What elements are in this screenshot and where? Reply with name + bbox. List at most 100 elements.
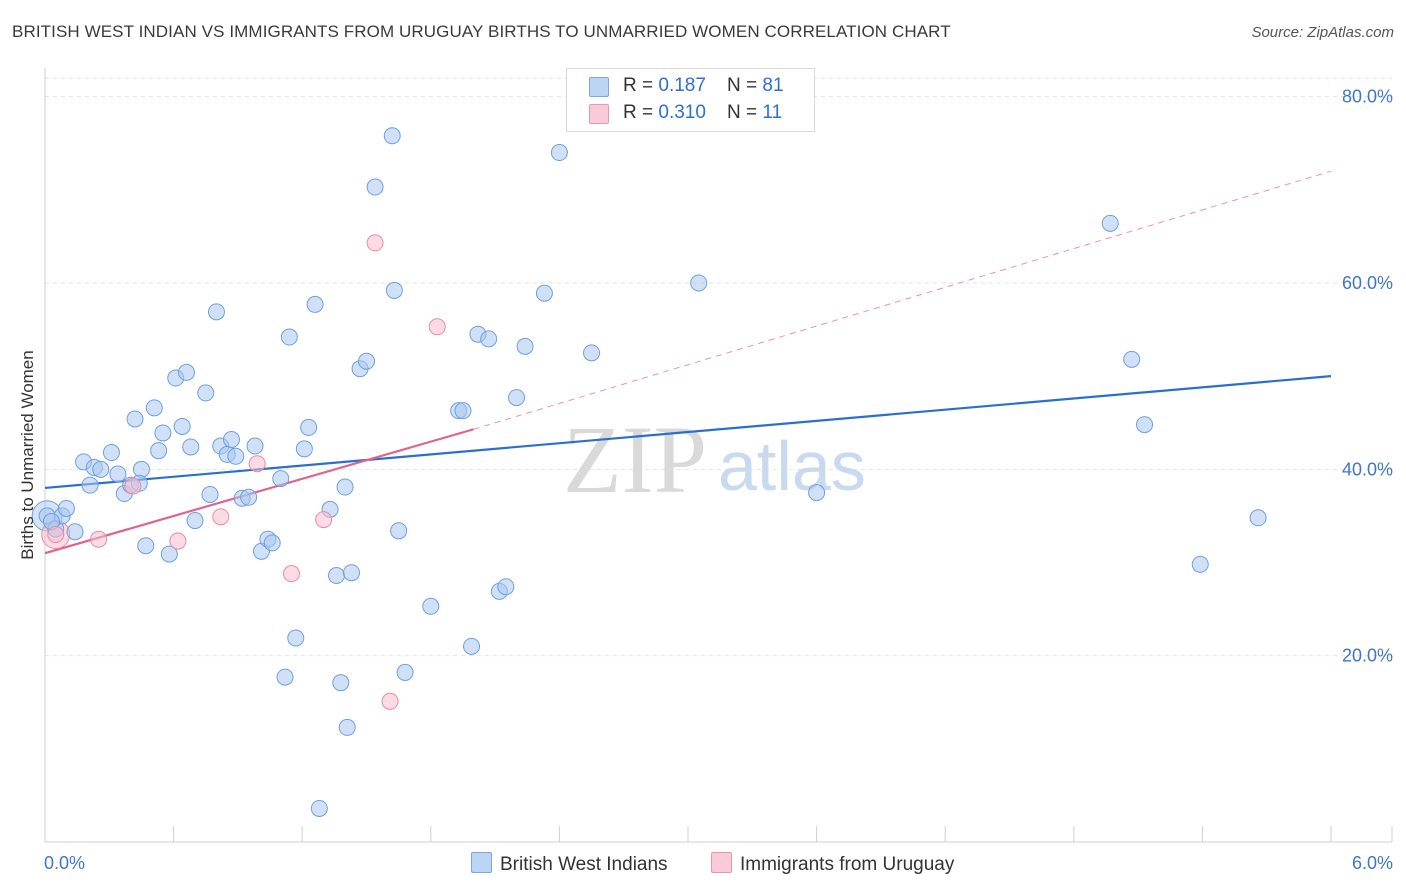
legend-r-value: 0.187	[658, 75, 706, 96]
british-west-indians-point	[126, 410, 144, 428]
british-west-indians-point	[300, 418, 318, 436]
british-west-indians-point	[240, 488, 258, 506]
watermark-atlas: atlas	[718, 427, 866, 505]
british-west-indians-point	[1191, 555, 1209, 573]
british-west-indians-point	[287, 629, 305, 647]
british-west-indians-point	[207, 303, 225, 321]
uruguay-immigrants-trendline-extension	[473, 170, 1332, 430]
british-west-indians-point	[422, 597, 440, 615]
british-west-indians-point	[57, 499, 75, 517]
british-west-indians-point	[535, 284, 553, 302]
y-tick-label: 20.0%	[1342, 646, 1393, 666]
legend-swatch-pink	[589, 104, 609, 124]
uruguay-immigrants-point	[248, 455, 266, 473]
british-west-indians-point	[454, 402, 472, 420]
point-layer	[31, 127, 1267, 817]
british-west-indians-point	[390, 522, 408, 540]
british-west-indians-point	[690, 274, 708, 292]
legend-r-value: 0.310	[658, 102, 706, 123]
y-axis-label: Births to Unmarried Women	[18, 350, 37, 559]
stats-legend: R = 0.187 N = 81 R = 0.310 N = 11	[566, 68, 815, 132]
british-west-indians-point	[276, 668, 294, 686]
uruguay-immigrants-point	[428, 318, 446, 336]
watermark: ZIP atlas	[563, 406, 866, 513]
uruguay-immigrants-point	[315, 511, 333, 529]
british-west-indians-point	[1136, 416, 1154, 434]
legend-swatch-blue	[589, 77, 609, 97]
british-west-indians-point	[336, 478, 354, 496]
british-west-indians-point	[132, 460, 150, 478]
uruguay-immigrants-point	[47, 526, 65, 544]
british-west-indians-point	[463, 637, 481, 655]
source-credit: Source: ZipAtlas.com	[1251, 24, 1394, 41]
uruguay-immigrants-point	[212, 508, 230, 526]
uruguay-immigrants-point	[282, 565, 300, 583]
british-west-indians-point	[227, 447, 245, 465]
british-west-indians-point	[342, 564, 360, 582]
british-west-indians-point	[480, 330, 498, 348]
y-tick-label: 40.0%	[1342, 459, 1393, 479]
british-west-indians-point	[516, 337, 534, 355]
bottom-legend-swatch-pink	[711, 852, 732, 873]
legend-n-label: N =	[727, 102, 763, 123]
british-west-indians-point	[263, 534, 281, 552]
bottom-legend-label: British West Indians	[500, 854, 668, 875]
british-west-indians-point	[1249, 509, 1267, 527]
british-west-indians-point	[385, 281, 403, 299]
british-west-indians-point	[396, 663, 414, 681]
bottom-legend-british-west-indians: British West Indians	[471, 852, 668, 876]
british-west-indians-point	[338, 718, 356, 736]
uruguay-immigrants-point	[90, 530, 108, 548]
legend-r-label: R =	[623, 102, 659, 123]
british-west-indians-point	[154, 424, 172, 442]
bottom-legend-label: Immigrants from Uruguay	[740, 854, 955, 875]
uruguay-immigrants-point	[124, 477, 142, 495]
uruguay-immigrants-point	[366, 234, 384, 252]
watermark-zip: ZIP	[563, 406, 707, 513]
british-west-indians-point	[246, 437, 264, 455]
british-west-indians-point	[366, 178, 384, 196]
british-west-indians-point	[92, 460, 110, 478]
uruguay-immigrants-point	[169, 532, 187, 550]
british-west-indians-point	[177, 363, 195, 381]
legend-n-value: 81	[762, 75, 784, 96]
uruguay-immigrants-trendline	[44, 428, 474, 555]
british-west-indians-point	[173, 417, 191, 435]
chart-title: BRITISH WEST INDIAN VS IMMIGRANTS FROM U…	[12, 22, 951, 41]
british-west-indians-point	[1123, 350, 1141, 368]
british-west-indians-point	[508, 389, 526, 407]
british-west-indians-point	[280, 328, 298, 346]
british-west-indians-point	[66, 523, 84, 541]
legend-n-value: 11	[762, 102, 783, 123]
legend-n-label: N =	[727, 75, 763, 96]
british-west-indians-point	[497, 578, 515, 596]
british-west-indians-point	[81, 476, 99, 494]
x-tick-label-max: 6.0%	[1352, 853, 1393, 873]
axis-layer: 20.0% 40.0% 60.0% 80.0% 0.0% 6.0%	[44, 68, 1393, 873]
y-tick-label: 60.0%	[1342, 273, 1393, 293]
british-west-indians-point	[295, 440, 313, 458]
y-tick-label: 80.0%	[1342, 87, 1393, 107]
british-west-indians-point	[160, 545, 178, 563]
x-tick-label-min: 0.0%	[44, 853, 85, 873]
british-west-indians-point	[137, 537, 155, 555]
british-west-indians-point	[109, 465, 127, 483]
british-west-indians-point	[222, 431, 240, 449]
british-west-indians-point	[332, 674, 350, 692]
british-west-indians-point	[145, 399, 163, 417]
british-west-indians-point	[327, 567, 345, 585]
british-west-indians-point	[201, 485, 219, 503]
british-west-indians-point	[197, 384, 215, 402]
british-west-indians-point	[583, 344, 601, 362]
british-west-indians-point	[358, 352, 375, 370]
british-west-indians-point	[1101, 214, 1119, 232]
british-west-indians-point	[808, 484, 826, 502]
british-west-indians-point	[306, 295, 324, 313]
grid-layer	[45, 77, 1392, 657]
british-west-indians-point	[310, 799, 328, 817]
british-west-indians-point	[272, 470, 290, 488]
british-west-indians-point	[102, 444, 120, 462]
bottom-legend-swatch-blue	[471, 852, 492, 873]
legend-r-label: R =	[623, 75, 659, 96]
